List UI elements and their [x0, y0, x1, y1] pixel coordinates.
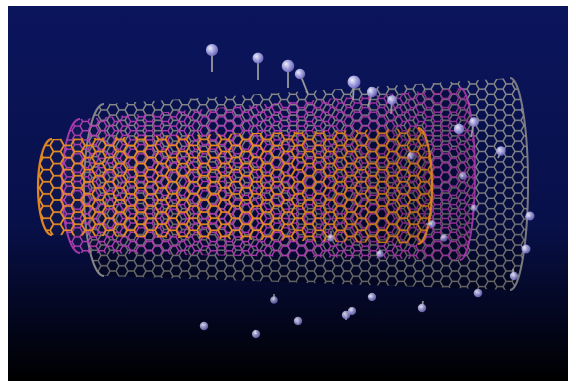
- atom-6-ball: [366, 86, 378, 98]
- atom-28: [327, 231, 335, 242]
- atom-4-ball: [294, 68, 306, 80]
- atom-23-ball: [428, 220, 436, 228]
- atom-26-ball: [440, 234, 448, 242]
- atom-13: [509, 268, 519, 281]
- atom-10: [496, 146, 506, 159]
- inner-tube: [36, 126, 434, 246]
- atom-5: [347, 75, 361, 101]
- atom-25-ball: [459, 172, 467, 180]
- atom-20-ball: [251, 329, 261, 339]
- atom-11-ball: [525, 211, 535, 221]
- image-frame: [8, 6, 568, 381]
- atom-1: [206, 44, 218, 72]
- atom-25: [459, 172, 467, 180]
- atom-17-ball: [347, 306, 357, 316]
- inner-tube-back-rim: [417, 126, 434, 246]
- atom-22: [270, 294, 278, 304]
- atom-16-ball: [367, 292, 377, 302]
- atom-19: [293, 316, 303, 326]
- atom-29-ball: [470, 204, 478, 212]
- atom-15: [417, 300, 427, 313]
- atom-18: [341, 310, 351, 320]
- atom-22-ball: [270, 296, 278, 304]
- atom-2: [252, 52, 264, 80]
- inner-tube-shade: [38, 128, 432, 244]
- atom-17: [347, 306, 357, 316]
- atom-9: [469, 117, 479, 138]
- atom-6: [366, 86, 378, 108]
- atom-26: [440, 233, 448, 242]
- atom-8: [453, 123, 465, 135]
- atom-16: [367, 292, 377, 302]
- atom-12-ball: [521, 244, 531, 254]
- atom-24-ball: [376, 250, 384, 258]
- atom-27: [407, 152, 415, 160]
- attached-atoms: [199, 44, 535, 339]
- atom-11: [524, 211, 535, 221]
- atom-8-ball: [453, 123, 465, 135]
- atom-4: [294, 68, 309, 95]
- atom-27-ball: [407, 152, 415, 160]
- atom-14-ball: [473, 288, 483, 298]
- atom-18-ball: [341, 310, 351, 320]
- outer-tube-back-rim: [509, 77, 529, 291]
- atom-9-ball: [469, 117, 479, 127]
- atom-3: [281, 59, 295, 88]
- atom-1-ball: [206, 44, 218, 56]
- atom-28-ball: [327, 234, 335, 242]
- atom-20: [251, 329, 261, 339]
- atom-29: [470, 204, 478, 212]
- atom-14: [473, 288, 483, 298]
- atom-13-ball: [509, 271, 519, 281]
- atom-7: [387, 95, 397, 115]
- atom-5-ball: [347, 75, 361, 89]
- atom-10-ball: [496, 146, 506, 156]
- atom-24: [376, 250, 384, 258]
- atom-23: [426, 220, 436, 228]
- atom-3-ball: [281, 59, 295, 73]
- atom-2-ball: [252, 52, 264, 64]
- nanotube-image: [8, 6, 568, 381]
- atom-7-ball: [387, 95, 397, 105]
- atom-19-ball: [293, 316, 303, 326]
- atom-12: [521, 244, 531, 254]
- atom-15-ball: [417, 303, 427, 313]
- middle-tube-back-rim: [459, 87, 476, 261]
- atom-21-ball: [199, 321, 209, 331]
- inner-tube-front-rim: [36, 137, 53, 237]
- atom-21: [199, 321, 209, 331]
